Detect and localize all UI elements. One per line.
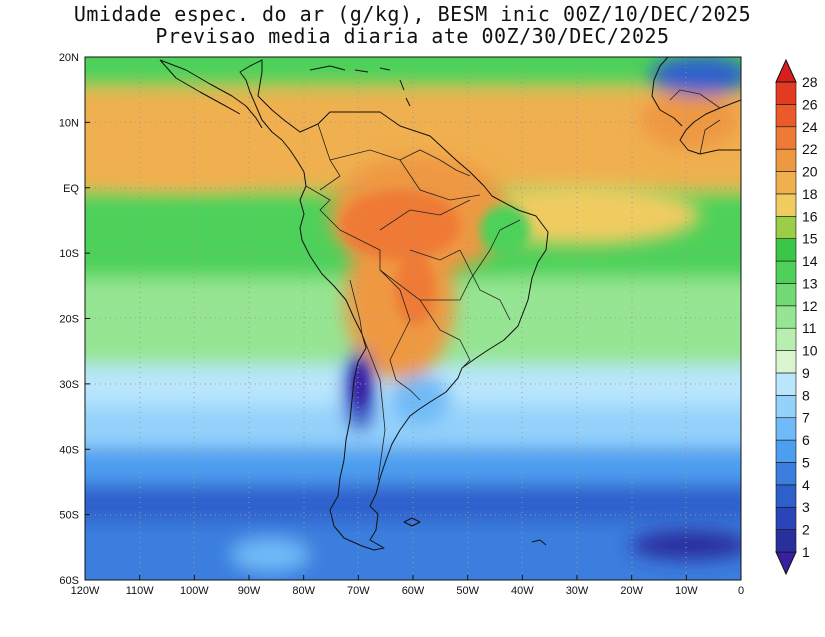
south-america-coastline bbox=[239, 59, 549, 551]
colorbar-swatch bbox=[775, 327, 797, 351]
lon-tick-label: 40W bbox=[511, 585, 534, 597]
colorbar-swatch bbox=[775, 171, 797, 195]
field-amazon-core bbox=[340, 190, 460, 260]
lon-tick-label: 80W bbox=[292, 585, 315, 597]
colorbar-label: 10 bbox=[802, 343, 818, 359]
colorbar-swatch bbox=[775, 305, 797, 329]
lat-tick-label: 30S bbox=[59, 379, 79, 391]
central-america-coastline bbox=[159, 59, 263, 129]
colorbar-label: 8 bbox=[802, 387, 810, 403]
lon-tick-label: 110W bbox=[126, 585, 155, 597]
colorbar-label: 15 bbox=[802, 231, 818, 247]
colorbar-label: 2 bbox=[802, 522, 810, 538]
field-southern-dry bbox=[630, 530, 741, 560]
colorbar-swatch bbox=[775, 148, 797, 172]
colorbar-label: 26 bbox=[802, 96, 818, 112]
caribbean-islands bbox=[309, 65, 411, 107]
colorbar-label: 7 bbox=[802, 410, 810, 426]
lat-tick-label: 50S bbox=[59, 510, 79, 522]
colorbar-swatch bbox=[775, 215, 797, 239]
field-africa-warm bbox=[640, 90, 740, 150]
colorbar-label: 3 bbox=[802, 499, 810, 515]
field-chaco-core bbox=[395, 255, 435, 325]
lat-tick-label: EQ bbox=[63, 183, 79, 195]
africa-coastline bbox=[651, 57, 741, 155]
field-band-40s bbox=[85, 447, 741, 487]
lon-tick-label: 10W bbox=[675, 585, 698, 597]
map-title-line-2: Previsao media diaria ate 00Z/30/DEC/202… bbox=[155, 24, 670, 48]
colorbar-swatch bbox=[775, 193, 797, 217]
colorbar-swatch bbox=[775, 126, 797, 150]
colorbar-label: 18 bbox=[802, 186, 818, 202]
lon-tick-label: 90W bbox=[238, 585, 261, 597]
lon-tick-label: 100W bbox=[180, 585, 209, 597]
map-title-line-1: Umidade espec. do ar (g/kg), BESM inic 0… bbox=[73, 2, 752, 26]
colorbar-swatch bbox=[775, 238, 797, 262]
coastlines bbox=[159, 57, 741, 551]
colorbar-label: 4 bbox=[802, 477, 810, 493]
colorbar-swatch bbox=[775, 283, 797, 307]
lon-tick-label: 50W bbox=[456, 585, 479, 597]
axis-ticks: 120W 110W 100W 90W 80W 70W 60W 50W 40W 30W 20W 10W 0… bbox=[59, 52, 744, 597]
lat-tick-label: 10N bbox=[59, 117, 79, 129]
lat-tick-label: 60S bbox=[59, 575, 79, 587]
lon-tick-label: 120W bbox=[71, 585, 100, 597]
lon-tick-label: 30W bbox=[566, 585, 589, 597]
field-northeast-brazil bbox=[480, 205, 530, 255]
lat-tick-label: 40S bbox=[59, 444, 79, 456]
colorbar-lower-arrow bbox=[775, 551, 797, 576]
lat-tick-label: 20N bbox=[59, 52, 79, 64]
colorbar-swatch bbox=[775, 484, 797, 508]
colorbar-swatch bbox=[775, 439, 797, 463]
colorbar-label: 12 bbox=[802, 298, 818, 314]
colorbar-swatch bbox=[775, 104, 797, 128]
grid-lines bbox=[85, 57, 741, 580]
colorbar-label: 9 bbox=[802, 365, 810, 381]
colorbar-label: 11 bbox=[802, 320, 817, 336]
colorbar-swatch bbox=[775, 81, 797, 105]
field-band-50s bbox=[85, 484, 741, 524]
falklands-coastline bbox=[403, 517, 421, 527]
south-georgia-coastline bbox=[531, 539, 547, 546]
colorbar-swatch bbox=[775, 260, 797, 284]
field-andes-core bbox=[353, 363, 367, 407]
colorbar-label: 6 bbox=[802, 432, 810, 448]
field-southern-moist bbox=[230, 537, 310, 573]
lon-tick-label: 20W bbox=[620, 585, 643, 597]
colorbar-label: 24 bbox=[802, 119, 818, 135]
colorbar-swatch bbox=[775, 506, 797, 530]
colorbar-label: 13 bbox=[802, 275, 818, 291]
colorbar-swatch bbox=[775, 417, 797, 441]
colorbar-swatch bbox=[775, 462, 797, 486]
colorbar-label: 28 bbox=[802, 74, 818, 90]
colorbar-label: 16 bbox=[802, 208, 818, 224]
lat-tick-label: 20S bbox=[59, 314, 79, 326]
colorbar-label: 1 bbox=[802, 544, 810, 560]
lon-tick-label: 60W bbox=[402, 585, 425, 597]
colorbar-label: 22 bbox=[802, 141, 818, 157]
colorbar-swatch bbox=[775, 372, 797, 396]
colorbar-label: 20 bbox=[802, 164, 818, 180]
lat-tick-label: 10S bbox=[59, 248, 79, 260]
colorbar-label: 5 bbox=[802, 454, 810, 470]
field-pacific-warm bbox=[85, 115, 290, 185]
colorbar-label: 14 bbox=[802, 253, 818, 269]
field-band-south bbox=[85, 521, 741, 580]
field-sahara-dry bbox=[650, 57, 741, 95]
country-borders bbox=[305, 89, 721, 481]
colorbar-upper-arrow bbox=[775, 58, 797, 83]
colorbar-swatch bbox=[775, 395, 797, 419]
lon-tick-label: 0 bbox=[738, 585, 744, 597]
colorbar-swatch bbox=[775, 529, 797, 553]
colorbar-swatch bbox=[775, 350, 797, 374]
humidity-field bbox=[85, 57, 741, 580]
lon-tick-label: 70W bbox=[347, 585, 370, 597]
